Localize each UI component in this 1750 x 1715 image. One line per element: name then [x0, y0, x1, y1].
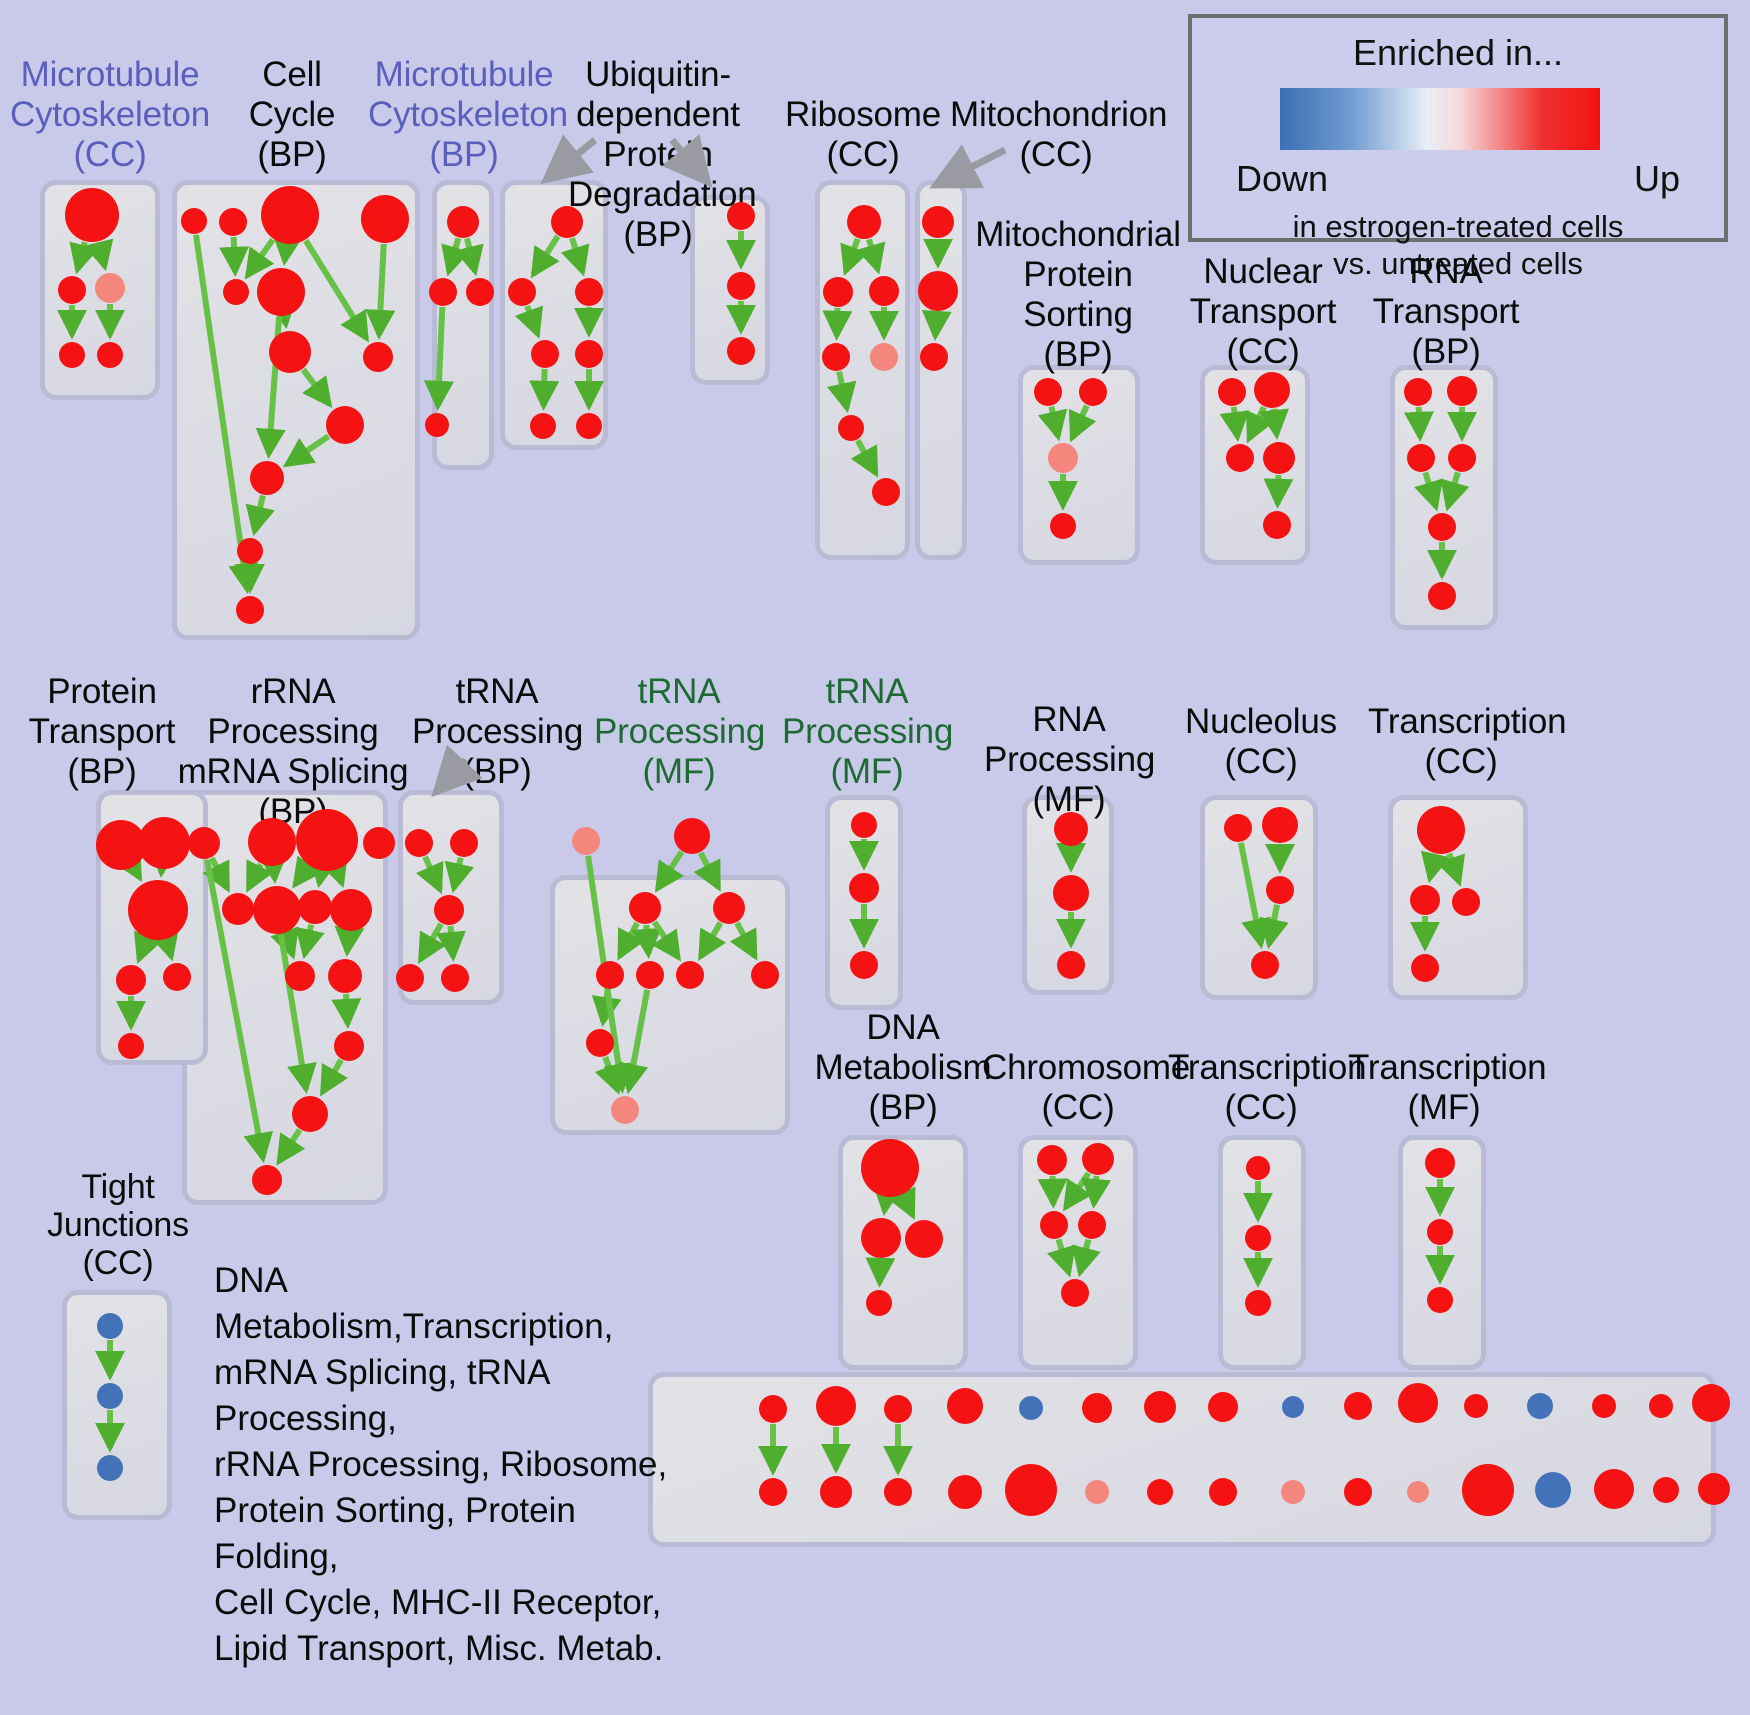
- label-ribosome-cc: Ribosome (CC): [785, 95, 941, 174]
- label-chromosome-cc: Chromosome (CC): [982, 1048, 1191, 1127]
- label-transcription-cc-top: Transcription (CC): [1368, 702, 1567, 781]
- cluster-panel-microtubule-cytoskeleton-bp: [432, 180, 494, 470]
- go-term-node[interactable]: [572, 827, 600, 855]
- cluster-panel-rna-transport-bp: [1390, 365, 1498, 630]
- legend-color-bar: [1280, 88, 1600, 150]
- label-cell-cycle-bp: Cell Cycle (BP): [248, 55, 336, 174]
- cluster-panel-trna-processing-mf-2: [825, 795, 903, 1010]
- cluster-panel-transcription-cc-bottom: [1218, 1135, 1306, 1370]
- legend-up-label: Up: [1633, 158, 1680, 199]
- cluster-panel-dna-metabolism-bp: [838, 1135, 968, 1370]
- label-trna-processing-mf-1: tRNA Processing (MF): [594, 672, 766, 791]
- go-term-node[interactable]: [674, 818, 710, 854]
- legend-subtitle: in estrogen-treated cells vs. untreated …: [1292, 209, 1624, 281]
- label-transcription-cc-bottom: Transcription (CC): [1168, 1048, 1367, 1127]
- cluster-panel-mitochondrial-protein-sorting-bp: [1018, 365, 1140, 565]
- cluster-panel-trna-processing-mf-1: [550, 875, 790, 1135]
- label-tight-junctions-cc: Tight Junctions (CC): [47, 1168, 189, 1282]
- cluster-panel-protein-transport-bp: [96, 790, 208, 1065]
- misc-cluster-text: DNA Metabolism,Transcription, mRNA Splic…: [214, 1261, 668, 1668]
- label-transcription-mf: Transcription (MF): [1348, 1048, 1547, 1127]
- label-protein-transport-bp: Protein Transport (BP): [28, 672, 176, 791]
- label-trna-processing-mf-2: tRNA Processing (MF): [782, 672, 954, 791]
- label-nucleolus-cc: Nucleolus (CC): [1185, 702, 1337, 781]
- cluster-panel-trna-processing-bp: [398, 790, 504, 1005]
- cluster-panel-chromosome-cc: [1018, 1135, 1138, 1370]
- cluster-panel-misc-cluster: [648, 1372, 1716, 1547]
- cluster-panel-transcription-cc-top: [1388, 795, 1528, 1000]
- label-microtubule-cytoskeleton-cc: Microtubule Cytoskeleton (CC): [10, 55, 210, 174]
- cluster-panel-rrna-processing-mrna-splicing-bp: [182, 790, 388, 1205]
- legend-down-label: Down: [1236, 158, 1329, 199]
- legend-panel: Enriched in... Down Up in estrogen-treat…: [1188, 14, 1728, 281]
- label-trna-processing-bp: tRNA Processing (BP): [412, 672, 584, 791]
- cluster-panel-ubiquitin-dependent-protein-degradation-bp: [500, 180, 608, 450]
- cluster-panel-ribosome-cc: [815, 180, 910, 560]
- cluster-panel-tight-junctions-cc: [62, 1290, 172, 1520]
- label-mitochondrion-cc: Mitochondrion (CC): [950, 95, 1168, 174]
- cluster-panel-nuclear-transport-cc: [1200, 365, 1310, 565]
- label-microtubule-cytoskeleton-bp: Microtubule Cytoskeleton (BP): [368, 55, 568, 174]
- legend-title: Enriched in...: [1352, 32, 1564, 73]
- cluster-panel-rna-processing-mf: [1022, 795, 1114, 995]
- cluster-panel-mitochondrion-cc: [915, 180, 967, 560]
- cluster-panel-ubiquitin-column-2: [690, 195, 770, 385]
- cluster-panel-cell-cycle-bp: [172, 180, 420, 640]
- label-dna-metabolism-bp: DNA Metabolism (BP): [814, 1008, 992, 1127]
- label-mitochondrial-protein-sorting-bp: Mitochondrial Protein Sorting (BP): [975, 215, 1181, 374]
- cluster-panel-microtubule-cytoskeleton-cc: [40, 180, 160, 400]
- cluster-panel-nucleolus-cc: [1200, 795, 1318, 1000]
- cluster-panel-transcription-mf: [1398, 1135, 1486, 1370]
